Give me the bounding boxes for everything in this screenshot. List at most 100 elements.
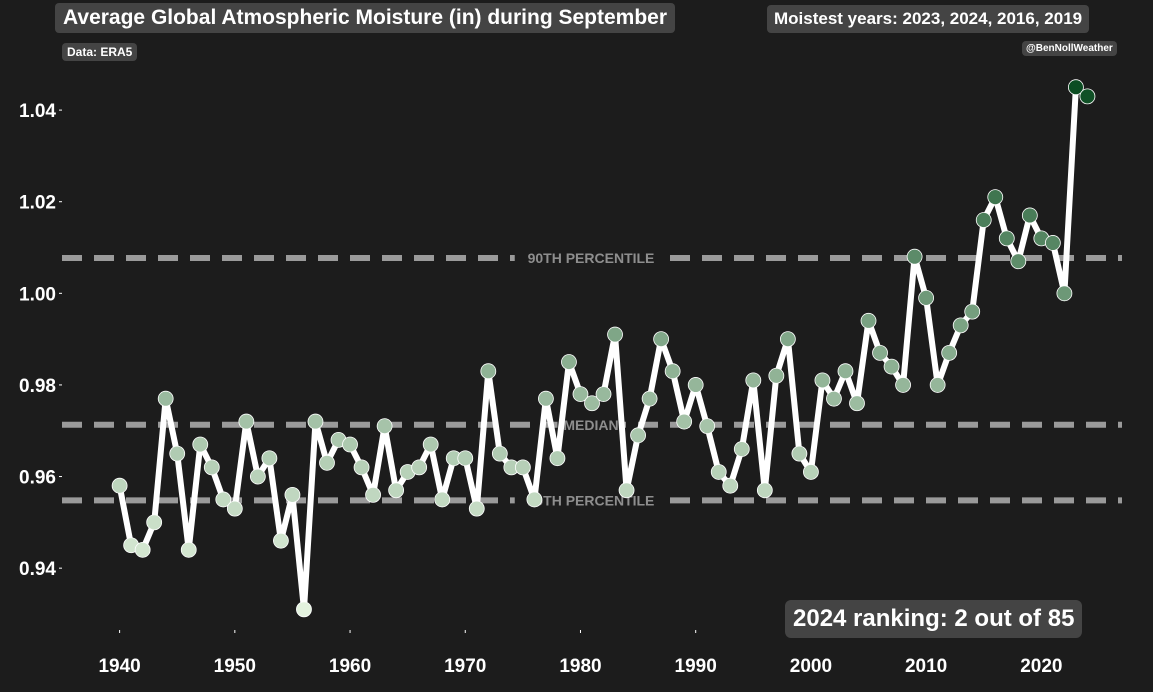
data-series (111, 79, 1096, 618)
data-point (111, 477, 128, 494)
x-tick-label: 1960 (329, 656, 371, 677)
moistest-years-note: Moistest years: 2023, 2024, 2016, 2019 (767, 5, 1090, 33)
x-tick-label: 1990 (675, 656, 717, 677)
x-tick-label: 1970 (444, 656, 486, 677)
data-point (641, 390, 658, 407)
data-point (249, 468, 266, 485)
x-tick-label: 1940 (98, 656, 140, 677)
data-point (676, 413, 693, 430)
x-tick-label: 2000 (790, 656, 832, 677)
data-point (1010, 253, 1027, 270)
y-tick-label: 0.94 (19, 559, 56, 580)
data-point (653, 331, 670, 348)
data-point (1079, 88, 1096, 105)
data-point (134, 541, 151, 558)
data-point (273, 532, 289, 549)
series-line (116, 84, 1091, 613)
data-point (411, 459, 428, 476)
data-point (733, 441, 750, 457)
data-point (929, 377, 946, 393)
data-point (261, 450, 278, 467)
data-point (584, 395, 600, 412)
data-point (964, 303, 981, 320)
data-point (837, 363, 854, 380)
data-point (618, 482, 635, 499)
x-tick-label: 1950 (214, 656, 256, 677)
data-point (572, 386, 589, 402)
data-point (215, 491, 232, 508)
reference-line-label: MEDIAN (563, 417, 618, 433)
y-tick-label: 1.02 (19, 193, 56, 214)
data-point (491, 445, 508, 462)
reference-label-background (557, 415, 625, 434)
data-point (883, 358, 900, 375)
data-point (1056, 285, 1073, 302)
data-point (975, 212, 992, 228)
data-point (422, 436, 439, 453)
y-tick-label: 1.00 (19, 284, 56, 305)
x-tick-label: 2010 (905, 656, 947, 677)
data-point (157, 390, 174, 407)
data-point (918, 290, 935, 306)
data-point (226, 500, 243, 517)
data-point (1068, 79, 1084, 96)
data-point (434, 491, 451, 508)
data-point (169, 445, 186, 462)
data-point (756, 482, 773, 499)
data-source-label: Data: ERA5 (62, 43, 138, 61)
chart-title: Average Global Atmospheric Moisture (in)… (55, 3, 676, 33)
data-point (803, 464, 819, 480)
data-point (526, 491, 543, 508)
data-point (779, 331, 796, 348)
data-point (146, 514, 163, 531)
data-point (998, 230, 1015, 247)
data-point (906, 248, 923, 265)
data-point (791, 445, 808, 462)
data-point (203, 459, 220, 476)
author-credit: @BenNollWeather (1022, 41, 1117, 56)
data-point (376, 418, 393, 435)
data-point (607, 326, 623, 343)
data-point (595, 386, 612, 402)
data-point (353, 459, 370, 476)
data-point (1021, 207, 1038, 224)
data-point (768, 367, 785, 384)
data-point (722, 477, 739, 494)
reference-line-label: 90TH PERCENTILE (528, 250, 655, 266)
data-point (238, 413, 255, 430)
data-point (710, 464, 727, 480)
y-tick-label: 0.98 (19, 376, 56, 397)
data-point (319, 454, 335, 471)
data-point (952, 317, 969, 334)
data-point (480, 363, 497, 380)
data-point (296, 601, 312, 618)
data-point (860, 312, 877, 329)
data-point (687, 377, 704, 393)
data-point (284, 486, 301, 503)
data-point (872, 344, 888, 361)
data-point (388, 482, 405, 499)
data-point (468, 500, 485, 517)
reference-lines: 90TH PERCENTILE MEDIAN 10TH PERCENTILE (62, 249, 1122, 510)
data-point (630, 427, 646, 444)
data-point (745, 372, 762, 389)
data-point (180, 541, 197, 558)
data-point (342, 436, 358, 453)
data-point (514, 459, 531, 476)
data-point (987, 189, 1004, 206)
x-tick-label: 2020 (1020, 656, 1062, 677)
data-point (1044, 235, 1061, 251)
data-point (895, 377, 911, 393)
data-point (826, 390, 842, 407)
data-point (192, 436, 209, 453)
ranking-badge: 2024 ranking: 2 out of 85 (785, 600, 1083, 638)
data-point (849, 395, 865, 412)
data-point (561, 354, 577, 370)
data-point (307, 413, 324, 430)
data-point (664, 363, 681, 380)
reference-line-label: 10TH PERCENTILE (528, 492, 655, 508)
data-point (549, 450, 566, 467)
data-point (457, 450, 474, 467)
axes: 0.94 0.96 0.98 1.00 1.02 1.04 1940 1950 1960 1970… (19, 101, 1062, 677)
